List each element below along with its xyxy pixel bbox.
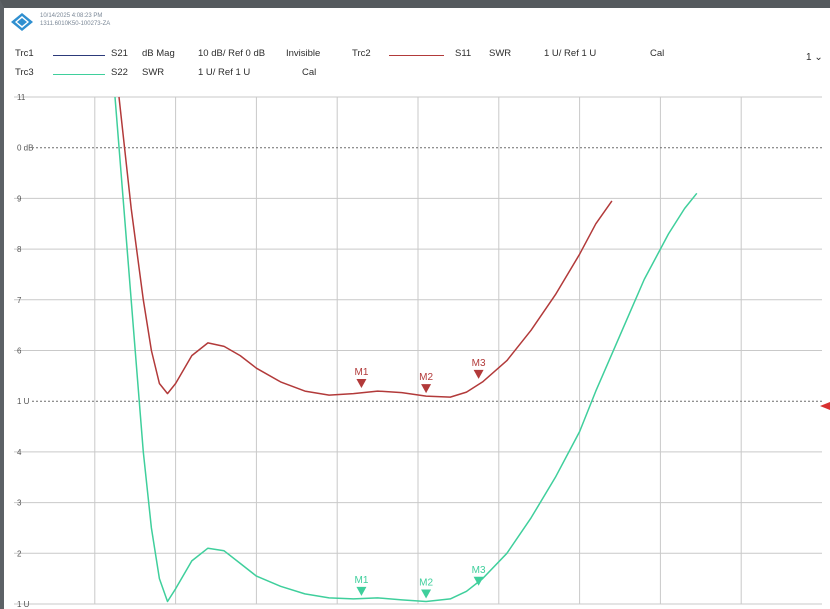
marker-m1-triangle [356,586,367,596]
legend-trc1-name: Trc1 [15,48,34,59]
legend-trc2-name: Trc2 [352,48,371,59]
y-tick-label: 2 [17,549,22,558]
y-tick-labels: 1 U 2 3 4 1 U 6 7 8 9 0 dB 11 [17,93,33,609]
chart-markers: M1 M2 M3 M1 M2 M3 [354,358,486,599]
marker-m2-triangle [421,384,432,394]
marker-m2-label: M2 [419,577,433,588]
legend-trc2-state: Cal [650,48,665,59]
channel-selector-label: 1 [806,52,812,63]
legend-trc3-scale: 1 U/ Ref 1 U [198,67,251,78]
series-line-trc3 [114,96,698,603]
marker-m3-triangle [473,576,484,586]
y-tick-label: 0 dB [17,144,33,153]
chart-series [114,96,698,603]
series-line-trc2 [118,96,613,398]
timestamp: 10/14/2025 4:08:23 PM [40,13,103,19]
legend-trc1-state: Invisible [286,48,321,59]
chevron-down-icon: ⌄ [814,52,823,63]
marker-m1-triangle [356,379,367,389]
legend-trc1-param: S21 [111,48,128,59]
marker-m3-label: M3 [472,358,486,369]
marker-m1-label: M1 [354,367,368,378]
legend-trc2-swatch [389,55,444,56]
y-tick-label: 7 [17,296,22,305]
y-tick-label: 4 [17,448,22,457]
y-tick-label: 8 [17,245,22,254]
y-tick-label: 1 U [17,397,30,406]
y-tick-label: 6 [17,347,22,356]
legend-trc3-format: SWR [142,67,165,78]
marker-m2-triangle [421,589,432,599]
marker-m2-label: M2 [419,372,433,383]
reference-lines [32,147,822,402]
legend-trc1-swatch [53,55,105,56]
rohde-schwarz-logo-icon [11,13,33,31]
marker-m3-triangle [473,369,484,379]
y-tick-label: 11 [17,93,26,102]
reference-position-marker[interactable] [820,402,830,410]
legend-trc3-swatch [53,74,105,75]
y-tick-label: 3 [17,499,22,508]
legend-row-2: Trc3 S22 SWR 1 U/ Ref 1 U Cal [15,67,415,83]
legend-trc1-scale: 10 dB/ Ref 0 dB [198,48,266,59]
header: 10/14/2025 4:08:23 PM 1311.6010K50-10027… [10,10,210,40]
y-tick-label: 1 U [17,600,30,609]
legend-trc2-scale: 1 U/ Ref 1 U [544,48,597,59]
legend-trc1-format: dB Mag [142,48,175,59]
marker-m1-label: M1 [354,575,368,586]
legend-trc3-name: Trc3 [15,67,34,78]
legend-trc2-format: SWR [489,48,512,59]
serial-number: 1311.6010K50-100273-ZA [40,21,111,27]
legend-trc3-state: Cal [302,67,317,78]
y-tick-label: 9 [17,194,22,203]
chart-grid [14,96,822,605]
marker-m3-label: M3 [472,565,486,576]
channel-selector[interactable]: 1 ⌄ [806,52,823,63]
legend-row-1: Trc1 S21 dB Mag 10 dB/ Ref 0 dB Invisibl… [15,48,805,64]
legend-trc2-param: S11 [455,48,472,59]
legend-trc3-param: S22 [111,67,128,78]
